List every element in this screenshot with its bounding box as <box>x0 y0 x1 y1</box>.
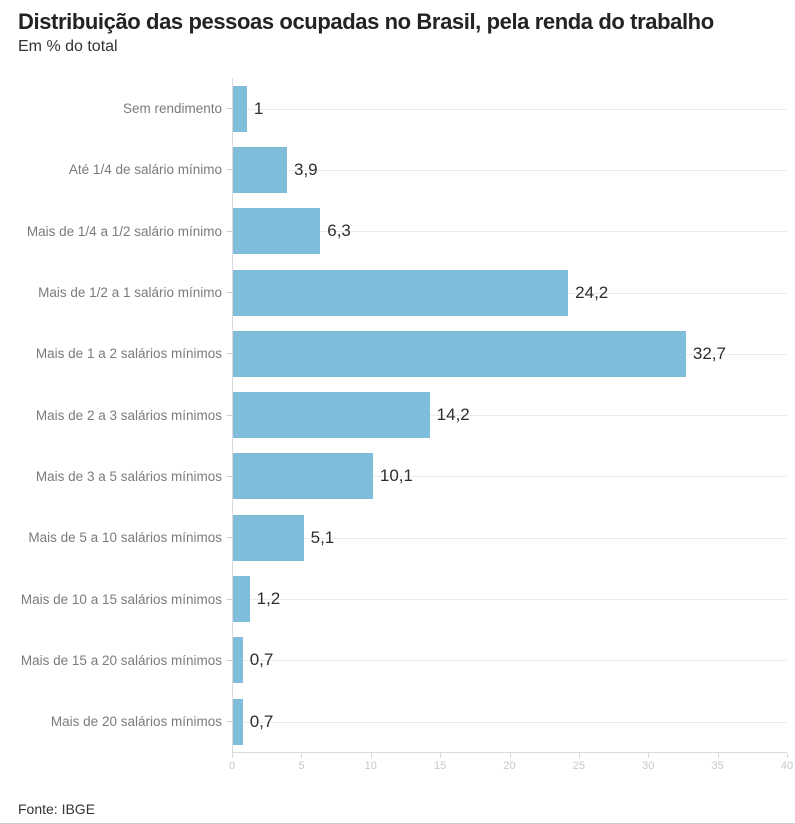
bar <box>233 698 243 745</box>
value-label: 3,9 <box>294 159 318 179</box>
bar <box>233 146 287 193</box>
chart-title: Distribuição das pessoas ocupadas no Bra… <box>18 9 714 34</box>
x-axis-tick-mark <box>370 753 372 759</box>
category-tick-mark <box>227 292 232 294</box>
bar-row: Mais de 1/4 a 1/2 salário mínimo 6,3 <box>0 201 787 262</box>
category-tick-mark <box>227 537 232 539</box>
bar-row: Mais de 1/2 a 1 salário mínimo 24,2 <box>0 262 787 323</box>
category-label: Mais de 1 a 2 salários mínimos <box>35 346 222 362</box>
x-axis-tick-label: 0 <box>228 760 236 773</box>
value-axis: 0 5 10 15 20 25 30 35 40 <box>228 752 793 775</box>
bar <box>233 576 250 623</box>
bar <box>233 85 247 132</box>
bar <box>233 392 430 439</box>
category-tick-mark <box>227 475 232 477</box>
x-axis-tick-label: 20 <box>503 760 516 773</box>
bar <box>233 453 373 500</box>
bar-track: 0,7 <box>233 691 787 752</box>
value-label: 0,7 <box>249 711 274 731</box>
value-label: 5,1 <box>310 527 335 547</box>
bar-row: Mais de 20 salários mínimos 0,7 <box>0 691 787 752</box>
bar-row: Sem rendimento 1 <box>0 78 787 139</box>
bar <box>233 514 304 561</box>
category-label: Sem rendimento <box>122 101 222 117</box>
bar <box>233 637 243 684</box>
category-axis-line <box>232 78 233 753</box>
x-axis-tick-mark <box>509 753 511 759</box>
category-label: Mais de 1/2 a 1 salário mínimo <box>38 285 222 301</box>
category-tick-mark <box>227 353 232 355</box>
x-axis-tick-mark <box>440 753 442 759</box>
value-label: 1 <box>253 98 264 118</box>
x-axis-tick-mark <box>232 753 233 759</box>
value-label: 6,3 <box>327 221 351 241</box>
category-label: Até 1/4 de salário mínimo <box>68 162 222 178</box>
category-label: Mais de 3 a 5 salários mínimos <box>35 468 222 484</box>
source-note: Fonte: IBGE <box>18 801 96 818</box>
x-axis-tick-label: 10 <box>364 760 377 773</box>
category-tick-mark <box>227 721 232 723</box>
x-axis-tick-mark <box>648 753 650 759</box>
category-label: Mais de 5 a 10 salários mínimos <box>28 530 222 546</box>
x-axis-tick-mark <box>301 753 303 759</box>
plot-area: Sem rendimento 1 Até 1/4 de salário mínimo… <box>0 78 787 753</box>
chart-subtitle: Em % do total <box>18 38 118 55</box>
bar-row: Mais de 1 a 2 salários mínimos 32,7 <box>0 323 787 384</box>
bar <box>233 269 569 316</box>
category-tick-mark <box>227 230 232 232</box>
bar-chart: Sem rendimento 1 Até 1/4 de salário mínimo… <box>0 78 795 775</box>
category-tick-mark <box>227 169 232 171</box>
bar-track: 32,7 <box>233 323 787 384</box>
category-tick-mark <box>227 414 232 416</box>
bar-row: Mais de 3 a 5 salários mínimos 10,1 <box>0 446 787 507</box>
value-label: 24,2 <box>575 282 609 302</box>
x-axis-tick-label: 25 <box>572 760 585 773</box>
bar-row: Até 1/4 de salário mínimo 3,9 <box>0 139 787 200</box>
x-axis-tick-label: 30 <box>642 760 655 773</box>
bar-track: 1,2 <box>233 568 787 629</box>
x-axis-tick-label: 15 <box>434 760 447 773</box>
value-label: 10,1 <box>379 466 413 486</box>
value-label: 32,7 <box>692 343 726 363</box>
category-tick-mark <box>227 659 232 661</box>
value-label: 14,2 <box>436 405 470 425</box>
category-label: Mais de 2 a 3 salários mínimos <box>35 407 222 423</box>
category-label: Mais de 20 salários mínimos <box>50 714 222 730</box>
bar-track: 1 <box>233 78 787 139</box>
x-axis-tick-label: 40 <box>780 760 794 773</box>
value-label: 0,7 <box>249 650 274 670</box>
x-axis-tick-mark <box>717 753 719 759</box>
category-tick-mark <box>227 108 232 110</box>
x-axis-tick-mark <box>787 753 788 759</box>
x-axis-tick-mark <box>578 753 580 759</box>
bar-row: Mais de 10 a 15 salários mínimos 1,2 <box>0 568 787 629</box>
bar-row: Mais de 5 a 10 salários mínimos 5,1 <box>0 507 787 568</box>
bar-track: 0,7 <box>233 630 787 691</box>
bar-track: 6,3 <box>233 201 787 262</box>
value-label: 1,2 <box>256 589 281 609</box>
category-label: Mais de 1/4 a 1/2 salário mínimo <box>26 223 222 239</box>
category-label: Mais de 15 a 20 salários mínimos <box>20 652 222 668</box>
bar <box>233 208 321 255</box>
bar-row: Mais de 15 a 20 salários mínimos 0,7 <box>0 630 787 691</box>
bar-track: 14,2 <box>233 384 787 445</box>
bar <box>233 330 686 377</box>
bar-track: 24,2 <box>233 262 787 323</box>
chart-header: Distribuição das pessoas ocupadas no Bra… <box>0 0 795 58</box>
bar-row: Mais de 2 a 3 salários mínimos 14,2 <box>0 384 787 445</box>
bar-track: 10,1 <box>233 446 787 507</box>
category-label: Mais de 10 a 15 salários mínimos <box>20 591 222 607</box>
x-axis-tick-label: 5 <box>298 760 305 773</box>
category-tick-mark <box>227 598 232 600</box>
bar-track: 3,9 <box>233 139 787 200</box>
bar-track: 5,1 <box>233 507 787 568</box>
x-axis-tick-label: 35 <box>711 760 724 773</box>
